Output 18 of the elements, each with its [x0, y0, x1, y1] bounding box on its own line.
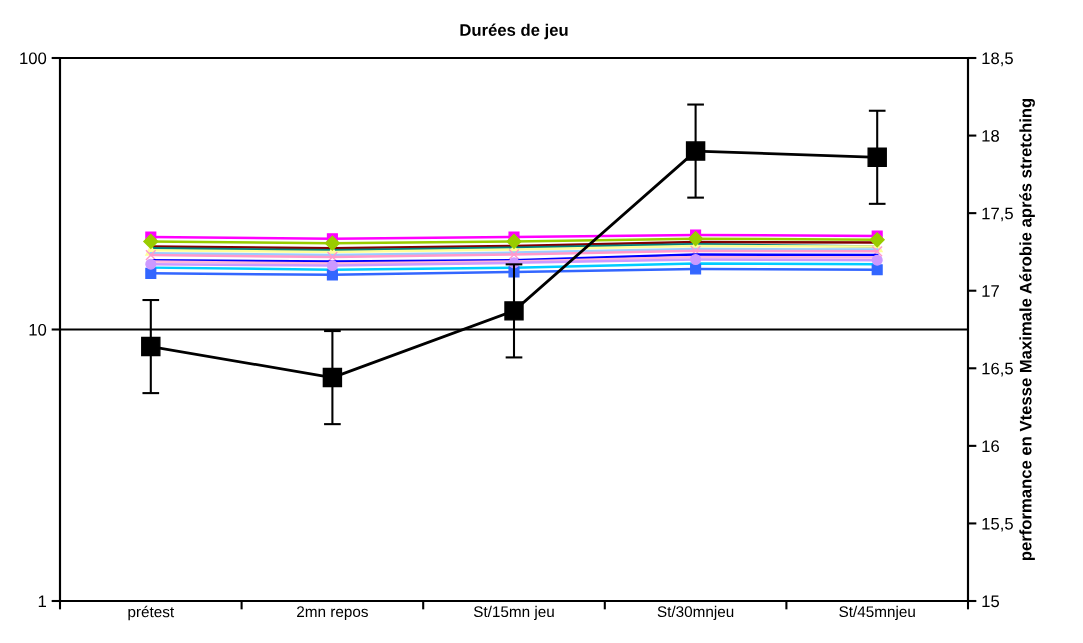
x-tick-label: St/30mnjeu [657, 605, 734, 621]
y2-tick-label: 17 [982, 285, 999, 297]
chart-title: Durées de jeu [460, 23, 568, 40]
y2-tick-label: 18,5 [982, 52, 1013, 67]
y2-tick-label: 15,5 [982, 518, 1013, 532]
y-tick-label: 100 [20, 52, 47, 65]
y2-tick-label: 16,5 [982, 362, 1013, 377]
y-tick-label: 1 [38, 595, 46, 608]
y-tick-label: 10 [29, 323, 47, 336]
y2-axis-title: performance en Vtesse Maximale Aérobie aprés stretching [1019, 98, 1035, 561]
x-tick-label: 2mn repos [297, 606, 368, 621]
y2-tick-label: 17,5 [982, 207, 1013, 222]
y2-tick-label: 15 [982, 595, 1000, 608]
y2-tick-label: 18 [982, 129, 1000, 142]
x-tick-label: St/15mn jeu [473, 605, 554, 621]
y2-tick-label: 16 [982, 440, 999, 453]
x-tick-label: prétest [128, 605, 175, 621]
x-tick-label: St/45mnjeu [839, 605, 915, 621]
